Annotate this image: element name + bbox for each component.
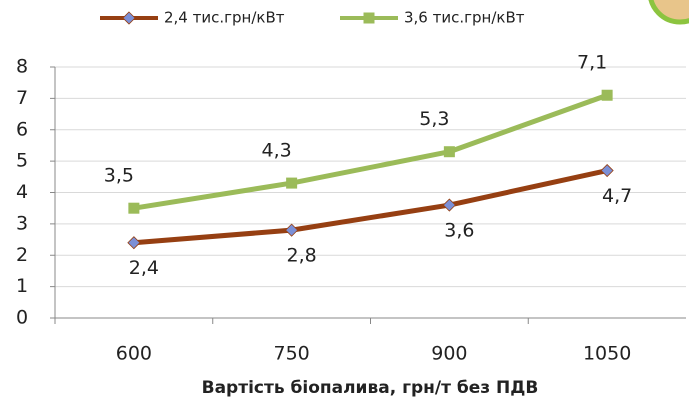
data-point [285,223,299,237]
corner-decoration [648,0,689,25]
data-label: 3,5 [104,165,134,187]
data-label: 4,3 [262,140,292,162]
data-point [128,202,140,214]
data-point [286,177,298,189]
y-tick-label: 2 [16,244,28,266]
data-label: 7,1 [577,52,607,74]
y-tick-label: 0 [16,307,28,329]
data-label: 4,7 [602,185,632,207]
y-tick-label: 8 [16,56,28,78]
data-label: 2,8 [287,245,317,267]
legend-marker [363,12,375,24]
series-line [133,168,608,246]
y-tick-label: 4 [16,181,28,203]
y-tick-label: 5 [16,150,28,172]
y-tick-label: 7 [16,87,28,109]
series-line [133,92,608,211]
data-point [601,89,613,101]
data-label: 5,3 [419,108,449,130]
data-point [442,198,456,212]
x-tick-label: 750 [273,343,309,365]
y-tick-label: 6 [16,118,28,140]
legend-label: 3,6 тис.грн/кВт [404,9,525,27]
legend-label: 2,4 тис.грн/кВт [164,9,285,27]
x-tick-label: 1050 [583,343,631,365]
data-point [127,236,141,250]
x-tick-label: 600 [116,343,152,365]
y-tick-label: 1 [16,275,28,297]
x-axis-title: Вартість біопалива, грн/т без ПДВ [202,378,539,398]
legend-marker [122,11,136,25]
data-label: 3,6 [444,220,474,242]
data-point [443,146,455,158]
data-label: 2,4 [129,257,159,279]
y-tick-label: 3 [16,212,28,234]
data-point [600,163,614,178]
x-tick-label: 900 [431,343,467,365]
